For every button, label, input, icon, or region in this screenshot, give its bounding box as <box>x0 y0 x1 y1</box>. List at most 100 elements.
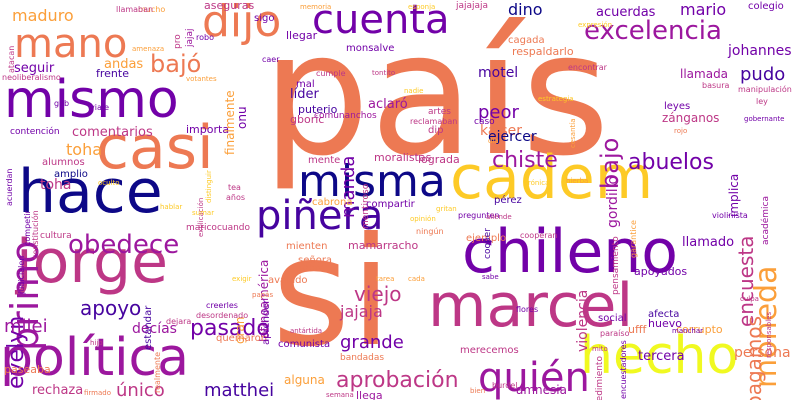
word-academica: académica <box>761 196 771 245</box>
word-votantes: votantes <box>186 75 217 83</box>
word-senora: señora <box>298 255 333 266</box>
word-cadem: cadem <box>450 143 654 213</box>
word-ejercer: ejercer <box>488 129 537 145</box>
word-decias: decías <box>132 321 177 337</box>
word-maricocuando: maricocuando <box>186 223 251 233</box>
word-creerles: creerles <box>206 301 238 310</box>
word-afecta: afecta <box>648 309 680 320</box>
word-viaje: viaje <box>90 103 110 112</box>
word-violencia: violencia <box>575 289 591 352</box>
word-respaldarlo: respaldarlo <box>512 45 574 58</box>
word-pasado: pasado <box>190 316 270 341</box>
word-gritan: gritan <box>436 205 457 213</box>
word-casi: casi <box>96 113 214 183</box>
word-si: si <box>272 206 392 380</box>
word-dip: dip <box>428 125 444 136</box>
word-llega: llega <box>356 389 383 400</box>
word-hablar: hablar <box>160 203 183 211</box>
word-cooper: cooper <box>483 228 493 259</box>
word-merecemos: merecemos <box>460 345 519 356</box>
word-comentarios: comentarios <box>72 125 153 140</box>
word-lograda: lograda <box>418 153 460 166</box>
word-expresion: expresión <box>578 21 613 29</box>
word-quien: quién <box>478 355 590 400</box>
word-dejara: dejara <box>166 317 192 326</box>
word-pensamiento: pensamiento <box>611 236 621 295</box>
word-ley: ley <box>756 97 768 106</box>
word-gobernante: gobernante <box>744 115 785 123</box>
word-llegar: llegar <box>286 29 318 42</box>
word-abuelos: abuelos <box>628 150 714 175</box>
word-aclaro: aclaró <box>368 97 408 112</box>
word-quemaron: quemaron <box>216 333 268 344</box>
word-mienten: mienten <box>286 241 328 252</box>
word-burdel: burdel <box>492 381 518 390</box>
word-onu: onu <box>235 106 249 129</box>
word-bien: bien <box>470 387 486 395</box>
word-aprobacion: aprobación <box>336 368 459 393</box>
word-mano: mano <box>14 21 128 67</box>
word-cronica: crónica <box>524 179 550 187</box>
word-social: social <box>598 313 627 324</box>
word-cumple: cumple <box>316 69 346 78</box>
word-rechaza: rechaza <box>32 383 84 398</box>
word-bajo: bajó <box>150 50 202 78</box>
word-colegio: colegio <box>748 1 784 12</box>
word-encontrar: encontrar <box>568 63 607 72</box>
word-excelencia: excelencia <box>584 16 722 46</box>
word-matthei: matthei <box>204 380 275 400</box>
word-judicial: judicialen <box>17 255 26 294</box>
word-finalmente: finalmente <box>223 90 237 155</box>
word-tea: tea <box>228 183 241 192</box>
word-realmente: realmente <box>153 351 162 393</box>
word-sigo: sigo <box>254 13 275 24</box>
word-llamada: llamada <box>680 67 729 81</box>
word-moralistas: moralistas <box>374 151 432 164</box>
word-mente: mente <box>308 155 341 166</box>
word-violinista: violinista <box>712 211 748 220</box>
word-persona: persona <box>734 345 791 361</box>
word-memoria: memoria <box>300 3 332 11</box>
word-estrategia: estrategia <box>538 95 574 103</box>
word-bandadas: bandadas <box>340 353 385 363</box>
word-firmado: firmado <box>84 389 111 397</box>
word-caso: caso <box>474 117 495 127</box>
word-hace: hace <box>18 157 163 227</box>
word-dia: día <box>488 137 499 145</box>
word-acuerdas: acuerdas <box>596 5 656 20</box>
word-gob: gob <box>54 99 70 108</box>
word-opinion: opinión <box>410 215 436 223</box>
word-maduro: maduro <box>12 6 74 25</box>
word-acuerdan: acuerdan <box>5 168 14 207</box>
word-cabrona: cabrona <box>312 197 353 208</box>
word-ejemplo: ejemplo <box>466 233 507 244</box>
word-jorge: jorge <box>16 227 168 297</box>
word-apoyo: apoyo <box>80 296 142 320</box>
word-chiste: chiste <box>492 148 558 173</box>
word-cooperan: cooperan <box>520 231 558 240</box>
word-encuesta: encuesta <box>734 235 758 327</box>
word-explicacion: explicación <box>197 197 205 237</box>
word-monsalve: monsalve <box>346 43 395 54</box>
word-mismo: mismo <box>4 70 179 130</box>
word-semana: semana <box>326 391 354 399</box>
word-chileno: chileno <box>462 217 679 287</box>
word-aprender: aprender <box>261 299 272 345</box>
word-sabe: sabe <box>482 273 499 281</box>
word-artes: artes <box>428 107 451 117</box>
word-grande: grande <box>340 332 404 353</box>
word-estandar: estándar <box>143 305 154 350</box>
word-perez: pérez <box>494 195 522 206</box>
word-huevo: huevo <box>648 317 682 330</box>
word-politica: política <box>0 328 190 388</box>
word-encuestadores: encuestadores <box>619 340 628 399</box>
word-tercera: tercera <box>638 349 685 364</box>
word-mario: mario <box>680 0 727 19</box>
word-responsables: responsables <box>765 311 773 358</box>
word-johannes: johannes <box>728 43 792 59</box>
word-comunanchos: comunanchos <box>314 111 377 121</box>
word-viejo: viejo <box>354 282 402 306</box>
word-pregunten: pregunten <box>458 211 500 220</box>
word-pudo: pudo <box>740 64 786 85</box>
